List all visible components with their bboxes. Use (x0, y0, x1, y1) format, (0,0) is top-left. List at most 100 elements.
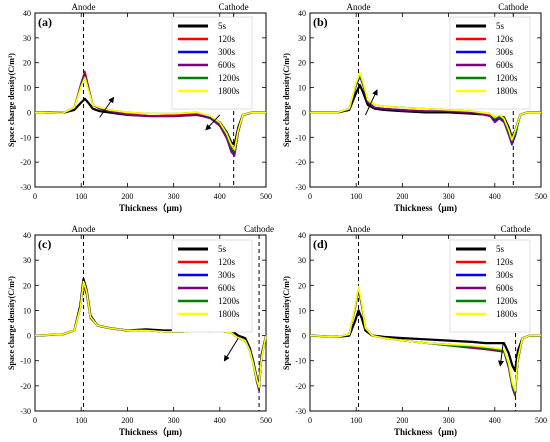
legend-label: 5s (218, 244, 227, 254)
x-tick-label: 100 (75, 192, 87, 201)
legend-label: 120s (496, 34, 514, 44)
legend-label: 5s (496, 244, 505, 254)
x-tick-label: 300 (443, 416, 455, 425)
x-tick-label: 500 (535, 192, 547, 201)
y-axis-label: Space charge density(C/m³) (7, 276, 16, 370)
x-tick-label: 500 (535, 416, 547, 425)
y-tick-label: -30 (295, 183, 306, 192)
x-tick-label: 300 (168, 192, 180, 201)
legend-label: 1800s (218, 86, 240, 96)
x-axis-label: Thickness（μm) (119, 427, 182, 437)
y-tick-label: 0 (302, 108, 306, 117)
y-tick-label: 40 (23, 231, 31, 240)
y-tick-label: 40 (298, 231, 306, 240)
y-tick-label: 30 (23, 34, 31, 43)
y-tick-label: -30 (20, 183, 31, 192)
panel-label: (c) (38, 237, 51, 251)
legend-label: 600s (496, 283, 514, 293)
trend-arrow (99, 96, 115, 118)
legend-label: 1800s (496, 86, 518, 96)
y-axis-label: Space charge density(C/m³) (282, 53, 291, 147)
trend-arrow (205, 114, 221, 131)
legend-box (449, 16, 531, 110)
y-tick-label: 0 (27, 108, 31, 117)
y-tick-label: 20 (23, 281, 31, 290)
y-tick-label: -10 (20, 357, 31, 366)
panel-label: (b) (313, 15, 328, 29)
cathode-label: Cathode (244, 224, 274, 234)
x-axis-label: Thickness（μm) (394, 427, 457, 437)
x-tick-label: 200 (396, 192, 408, 201)
y-tick-label: 30 (298, 34, 306, 43)
y-axis-label: Space charge density(C/m³) (7, 53, 16, 147)
legend-label: 1200s (496, 73, 518, 83)
legend-box (171, 239, 253, 333)
series-line-1800s (310, 71, 541, 141)
y-tick-label: -20 (295, 382, 306, 391)
y-tick-label: 40 (298, 9, 306, 18)
plot-frame (34, 12, 267, 188)
plot-frame (309, 234, 542, 412)
y-tick-label: -10 (295, 357, 306, 366)
x-axis-label: Thickness（μm) (394, 203, 457, 213)
trend-arrow (364, 89, 378, 116)
legend-label: 1200s (218, 296, 240, 306)
legend-label: 1200s (496, 296, 518, 306)
x-tick-label: 0 (308, 192, 312, 201)
series-line-1800s (34, 76, 266, 151)
series-line-1800s (309, 285, 541, 392)
y-tick-label: 40 (23, 9, 31, 18)
chart-panel-d: 0 100 200 300 400 500 -30 -20 -10 0 10 20 30 40 Thickn… (282, 224, 547, 437)
x-tick-label: 400 (489, 416, 501, 425)
legend-label: 600s (218, 60, 236, 70)
y-tick-label: 10 (23, 306, 31, 315)
legend-label: 1800s (496, 309, 518, 319)
panel-label: (a) (38, 15, 52, 29)
legend-label: 600s (218, 283, 236, 293)
legend-label: 300s (496, 270, 514, 280)
x-tick-label: 300 (168, 416, 180, 425)
trend-arrow (223, 337, 239, 362)
y-tick-label: 30 (23, 256, 31, 265)
cathode-label: Cathode (219, 2, 249, 12)
x-tick-label: 200 (396, 416, 408, 425)
legend-label: 300s (218, 47, 236, 57)
legend-label: 300s (218, 270, 236, 280)
trend-arrow (497, 343, 504, 367)
y-tick-label: -30 (20, 407, 31, 416)
legend-label: 120s (218, 34, 236, 44)
y-tick-label: -30 (295, 407, 306, 416)
anode-label: Anode (347, 2, 371, 12)
legend-label: 300s (496, 47, 514, 57)
legend-label: 600s (496, 60, 514, 70)
plot-frame (309, 12, 542, 188)
x-tick-label: 100 (350, 192, 362, 201)
y-tick-label: 20 (298, 59, 306, 68)
legend-box (449, 239, 531, 333)
legend-label: 5s (218, 21, 227, 31)
anode-label: Anode (72, 2, 96, 12)
y-tick-label: 0 (302, 332, 306, 341)
y-tick-label: -10 (20, 133, 31, 142)
y-tick-label: -10 (295, 133, 306, 142)
x-tick-label: 400 (489, 192, 501, 201)
x-tick-label: 300 (443, 192, 455, 201)
x-tick-label: 0 (308, 416, 312, 425)
y-tick-label: -20 (20, 158, 31, 167)
y-tick-label: 10 (298, 306, 306, 315)
x-tick-label: 100 (75, 416, 87, 425)
legend-label: 1200s (218, 73, 240, 83)
plot-frame (34, 234, 267, 412)
legend-label: 120s (218, 257, 236, 267)
y-tick-label: 10 (298, 84, 306, 93)
x-tick-label: 400 (214, 192, 226, 201)
x-tick-label: 400 (214, 416, 226, 425)
y-tick-label: -20 (295, 158, 306, 167)
anode-label: Anode (347, 224, 371, 234)
panel-label: (d) (313, 237, 328, 251)
chart-panel-c: 0 100 200 300 400 500 -30 -20 -10 0 10 20 30 40 Thickn… (7, 224, 274, 437)
x-tick-label: 200 (121, 192, 133, 201)
anode-label: Anode (72, 224, 96, 234)
chart-panel-a: 0 100 200 300 400 500 -30 -20 -10 0 10 20 30 40 Thickn… (7, 2, 272, 213)
